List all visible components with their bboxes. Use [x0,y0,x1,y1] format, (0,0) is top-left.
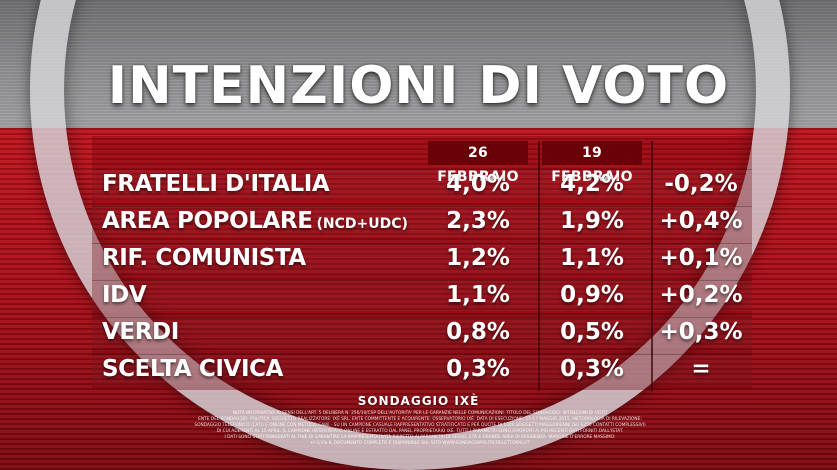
fine-print-line: I DATI SONO STATI PONDERATI AL FINE DI G… [224,435,616,440]
column-header-26-febbraio: 26 FEBBRAIO [428,141,528,185]
value-difference: +0,4% [659,208,743,234]
value-19-febbraio: 0,3% [560,356,624,382]
row-stripe [92,317,752,348]
results-panel [92,136,752,390]
value-19-febbraio: 0,5% [560,319,624,345]
party-name: AREA POPOLARE (NCD+UDC) [102,203,408,239]
value-difference: +0,2% [659,282,743,308]
table-row: RIF. COMUNISTA 1,2% 1,1% +0,1% [92,240,752,276]
table-row: SCELTA CIVICA 0,3% 0,3% = [92,351,752,387]
party-label: SCELTA CIVICA [102,356,283,382]
value-difference: +0,1% [659,245,743,271]
value-26-febbraio: 0,8% [446,319,510,345]
fine-print-line: +/-3,1% IL DOCUMENTO COMPLETO È DISPONIB… [309,441,531,446]
value-26-febbraio: 0,3% [446,356,510,382]
value-difference: +0,3% [659,319,743,345]
party-label: AREA POPOLARE [102,208,313,234]
value-19-febbraio: 1,1% [560,245,624,271]
row-stripe [92,243,752,274]
party-label: RIF. COMUNISTA [102,245,306,271]
value-difference: = [691,356,711,382]
row-stripe [92,280,752,311]
poll-source: SONDAGGIO IXÈ [357,394,480,408]
row-stripe [92,354,752,385]
column-header-19-febbraio: 19 FEBBRAIO [542,141,642,185]
column-divider [651,141,653,391]
value-19-febbraio: 4,2% [560,171,624,197]
row-stripe [92,206,752,237]
column-divider [538,141,540,391]
party-label: FRATELLI D'ITALIA [102,171,330,197]
party-name: FRATELLI D'ITALIA [102,166,330,202]
table-row: IDV 1,1% 0,9% +0,2% [92,277,752,313]
value-19-febbraio: 1,9% [560,208,624,234]
party-name: VERDI [102,314,179,350]
party-name: SCELTA CIVICA [102,351,283,387]
value-19-febbraio: 0,9% [560,282,624,308]
table-row: FRATELLI D'ITALIA 4,0% 4,2% -0,2% [92,166,752,202]
table-row: AREA POPOLARE (NCD+UDC) 2,3% 1,9% +0,4% [92,203,752,239]
party-name: IDV [102,277,147,313]
party-note: (NCD+UDC) [316,216,408,232]
fine-print-line: NOTA INFORMATIVA AI SENSI DELL'ART. 5 DE… [232,411,608,416]
row-stripe [92,169,752,200]
legal-fine-print: NOTA INFORMATIVA AI SENSI DELL'ART. 5 DE… [180,411,660,447]
value-26-febbraio: 1,1% [446,282,510,308]
value-26-febbraio: 2,3% [446,208,510,234]
table-row: VERDI 0,8% 0,5% +0,3% [92,314,752,350]
poll-title: INTENZIONI DI VOTO [107,56,730,116]
fine-print-line: SONDAGGIO TELEFONICO (CATI) E ONLINE CON… [194,423,646,428]
party-label: IDV [102,282,147,308]
party-label: VERDI [102,319,179,345]
fine-print-line: DI CUI ADERENTI AL 15 APRIL. IL CAMPIONE… [216,429,624,434]
value-26-febbraio: 1,2% [446,245,510,271]
value-difference: -0,2% [664,171,738,197]
fine-print-line: ENTE DEL SONDAGGIO: POLITICA. SOGGETTO R… [198,417,642,422]
party-name: RIF. COMUNISTA [102,240,306,276]
value-26-febbraio: 4,0% [446,171,510,197]
